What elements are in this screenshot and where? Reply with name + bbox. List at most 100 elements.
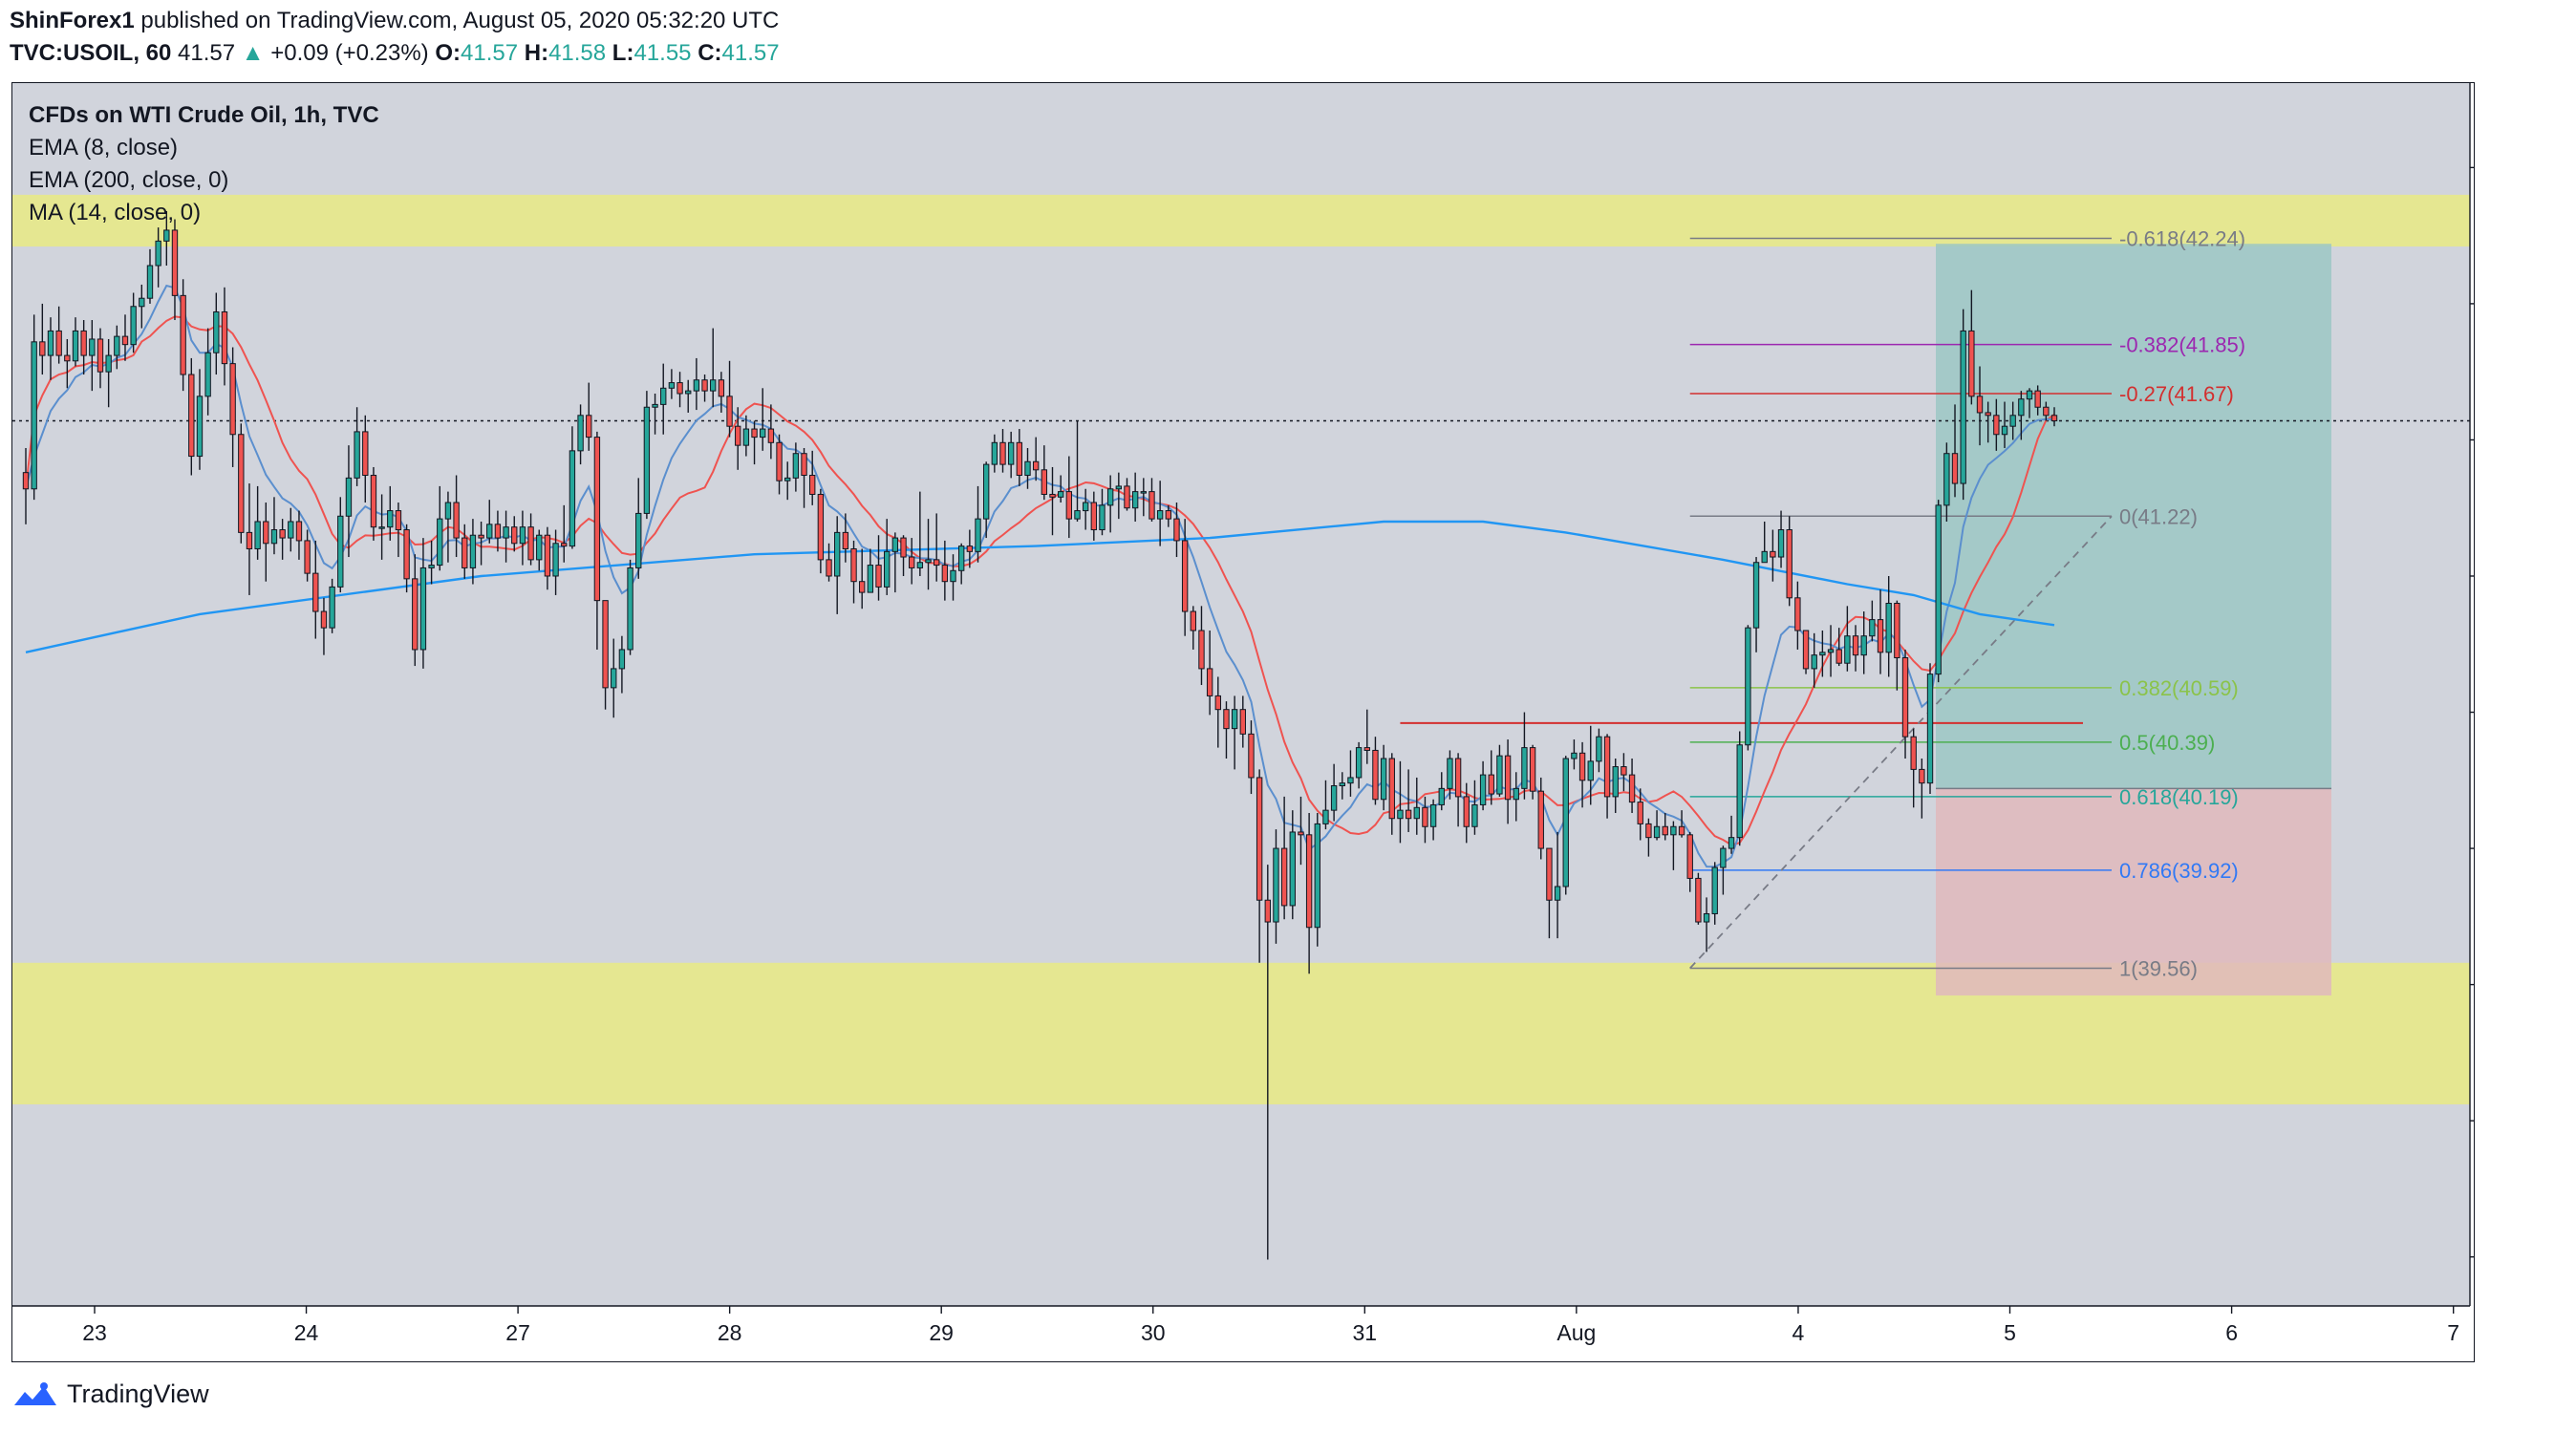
candle-body bbox=[1678, 825, 1685, 836]
candle-body bbox=[519, 526, 526, 545]
author-name[interactable]: ShinForex1 bbox=[10, 8, 135, 33]
candle-body bbox=[1148, 491, 1155, 520]
high-label: H: bbox=[524, 40, 549, 66]
candle-body bbox=[1173, 518, 1180, 542]
candle-body bbox=[1711, 866, 1718, 914]
candle-body bbox=[1935, 504, 1942, 675]
candle-body bbox=[1637, 802, 1643, 824]
candle-body bbox=[859, 581, 866, 593]
candle-body bbox=[444, 502, 452, 520]
legend-ma14[interactable]: MA (14, close, 0) bbox=[29, 200, 202, 225]
low-value: 41.55 bbox=[633, 40, 692, 66]
candle-body bbox=[975, 518, 981, 552]
candle-body bbox=[842, 531, 849, 549]
candle-body bbox=[121, 335, 129, 346]
candle-body bbox=[469, 534, 477, 568]
candle-body bbox=[1190, 610, 1196, 631]
candle-body bbox=[39, 341, 46, 356]
candle-body bbox=[569, 450, 576, 547]
candle-body bbox=[180, 294, 186, 375]
low-label: L: bbox=[612, 40, 634, 66]
candle-body bbox=[1074, 510, 1081, 520]
ma14-line bbox=[25, 315, 2055, 846]
candle-body bbox=[64, 354, 71, 362]
candle-body bbox=[536, 534, 543, 561]
candle-body bbox=[850, 547, 857, 583]
candle-body bbox=[1206, 668, 1213, 696]
x-tick-label: 4 bbox=[1792, 1320, 1805, 1345]
candle-body bbox=[503, 526, 509, 539]
fib-level-label: 0.786(39.92) bbox=[2119, 859, 2239, 883]
footer-brand[interactable]: TradingView bbox=[11, 1380, 209, 1409]
candle-body bbox=[751, 428, 758, 438]
fib-level-label: 0(41.22) bbox=[2119, 504, 2198, 528]
x-tick-label: 24 bbox=[294, 1320, 319, 1345]
candle-body bbox=[1976, 396, 1984, 414]
candle-body bbox=[1496, 755, 1503, 795]
symbol-name: TVC:USOIL, 60 bbox=[10, 40, 172, 66]
candle-body bbox=[1670, 825, 1677, 836]
candle-body bbox=[1314, 823, 1320, 929]
candle-body bbox=[1521, 747, 1528, 789]
candle-body bbox=[1239, 709, 1246, 735]
candle-body bbox=[792, 453, 800, 479]
chart-legend: CFDs on WTI Crude Oil, 1h, TVC EMA (8, c… bbox=[29, 99, 379, 229]
candle-body bbox=[1016, 441, 1023, 477]
candle-body bbox=[1090, 502, 1098, 531]
candle-body bbox=[1479, 774, 1487, 805]
candle-body bbox=[130, 306, 137, 346]
candle-body bbox=[1621, 766, 1627, 776]
candle-body bbox=[1645, 823, 1652, 839]
candle-body bbox=[999, 441, 1006, 465]
candle-body bbox=[412, 578, 419, 651]
candle-body bbox=[1471, 803, 1478, 827]
candle-body bbox=[776, 441, 783, 481]
candle-body bbox=[875, 565, 882, 588]
chart-container[interactable]: -0.618(42.24) -0.382(41.85) -0.27(41.67) 0(… bbox=[11, 82, 2475, 1362]
candle-body bbox=[1885, 602, 1892, 653]
candle-body bbox=[2034, 390, 2041, 408]
candle-body bbox=[1728, 837, 1735, 849]
candle-body bbox=[1943, 453, 1950, 506]
candle-body bbox=[2018, 398, 2025, 417]
x-tick-label: 6 bbox=[2225, 1320, 2238, 1345]
candle-body bbox=[354, 431, 360, 479]
candle-body bbox=[627, 567, 633, 651]
up-arrow-icon: ▲ bbox=[241, 40, 265, 66]
candle-body bbox=[1802, 630, 1810, 670]
price-chart[interactable]: -0.618(42.24) -0.382(41.85) -0.27(41.67) 0(… bbox=[12, 83, 2474, 1361]
candle-body bbox=[817, 493, 825, 561]
candle-body bbox=[1223, 709, 1230, 730]
candle-body bbox=[114, 335, 120, 356]
candle-body bbox=[288, 521, 294, 539]
candle-body bbox=[370, 475, 377, 528]
candle-body bbox=[1811, 654, 1817, 670]
candle-body bbox=[561, 543, 568, 547]
candle-body bbox=[1273, 847, 1279, 923]
candle-body bbox=[486, 524, 493, 539]
fib-level-label: 0.5(40.39) bbox=[2119, 731, 2215, 755]
candle-body bbox=[884, 550, 891, 588]
candle-body bbox=[1894, 602, 1900, 659]
legend-ema8[interactable]: EMA (8, close) bbox=[29, 135, 179, 160]
candle-body bbox=[867, 565, 874, 593]
tradingview-logo-icon bbox=[14, 1381, 56, 1405]
brand-name: TradingView bbox=[67, 1380, 209, 1408]
candle-body bbox=[1454, 758, 1462, 798]
candle-body bbox=[1422, 806, 1428, 827]
candle-body bbox=[925, 559, 932, 564]
candle-body bbox=[453, 502, 460, 539]
candle-body bbox=[1827, 649, 1835, 653]
candle-body bbox=[188, 374, 195, 458]
fib-level-label: -0.382(41.85) bbox=[2119, 333, 2245, 357]
candle-body bbox=[1380, 758, 1387, 801]
candle-body bbox=[254, 521, 261, 549]
candle-body bbox=[726, 396, 733, 427]
candle-body bbox=[395, 510, 402, 531]
candle-body bbox=[1115, 485, 1123, 490]
candle-body bbox=[586, 415, 592, 438]
high-value: 41.58 bbox=[548, 40, 607, 66]
legend-ema200[interactable]: EMA (200, close, 0) bbox=[29, 167, 229, 193]
candle-body bbox=[345, 477, 353, 517]
candle-body bbox=[403, 529, 410, 580]
